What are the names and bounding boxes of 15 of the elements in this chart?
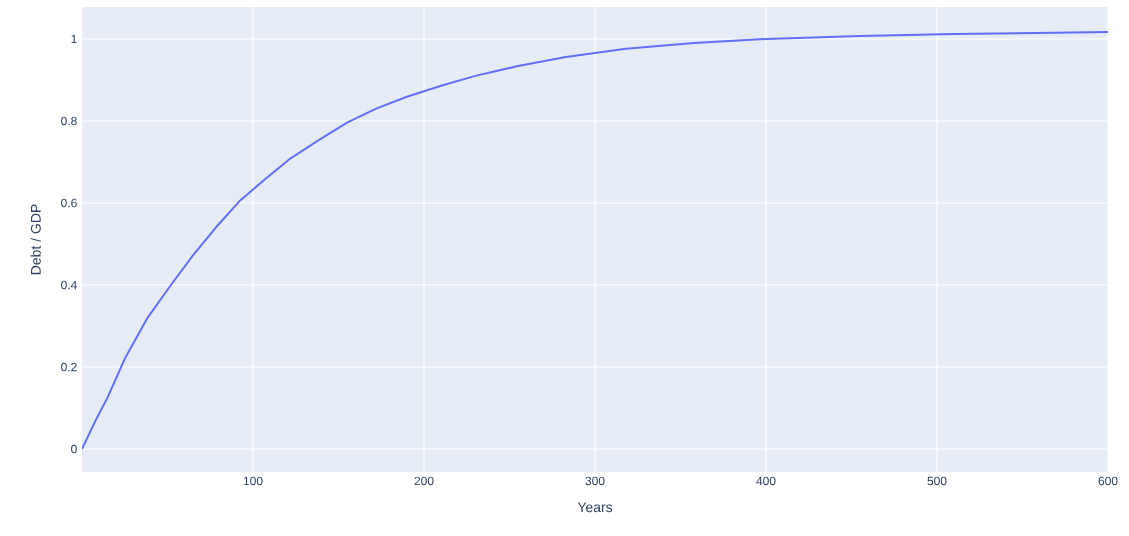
- y-tick-label: 1: [71, 34, 77, 44]
- x-tick-label: 300: [585, 476, 605, 486]
- y-tick-label: 0.8: [61, 116, 77, 126]
- x-tick-label: 600: [1098, 476, 1118, 486]
- x-tick-label: 500: [927, 476, 947, 486]
- y-tick-label: 0.4: [61, 280, 77, 290]
- y-axis-title: Debt / GDP: [30, 204, 41, 275]
- x-tick-label: 400: [756, 476, 776, 486]
- x-tick-label: 100: [243, 476, 263, 486]
- x-axis-title: Years: [577, 502, 613, 513]
- x-tick-label: 200: [414, 476, 434, 486]
- y-tick-label: 0.2: [61, 362, 77, 372]
- line-series: [82, 31, 1108, 451]
- y-tick-label: 0: [71, 444, 77, 454]
- y-tick-label: 0.6: [61, 198, 77, 208]
